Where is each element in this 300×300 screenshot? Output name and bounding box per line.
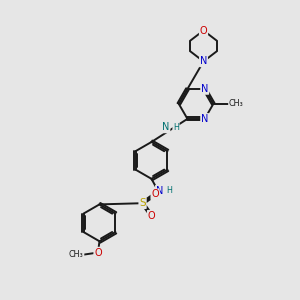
Text: S: S (139, 198, 146, 208)
Text: H: H (173, 123, 179, 132)
Text: CH₃: CH₃ (229, 99, 244, 108)
Text: N: N (162, 122, 169, 132)
Text: N: N (201, 84, 208, 94)
Text: O: O (151, 189, 159, 199)
Text: O: O (148, 211, 155, 221)
Text: O: O (94, 248, 102, 257)
Text: N: N (201, 114, 208, 124)
Text: H: H (167, 186, 172, 195)
Text: N: N (156, 186, 163, 196)
Text: O: O (200, 26, 207, 35)
Text: CH₃: CH₃ (69, 250, 84, 260)
Text: N: N (200, 56, 207, 66)
